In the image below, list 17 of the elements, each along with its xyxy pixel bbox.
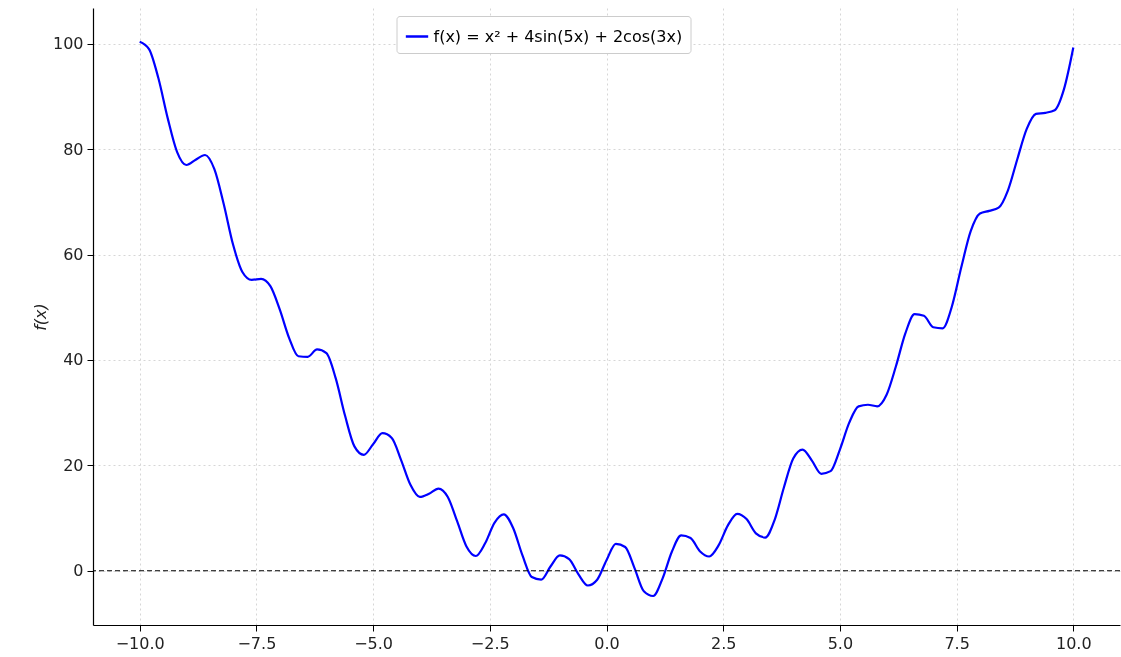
y-axis-title: f(x) (30, 303, 50, 331)
x-tick-label: 5.0 (827, 633, 854, 653)
y-tick-label: 0 (73, 561, 84, 581)
x-tick-label: 2.5 (710, 633, 737, 653)
x-tick-label: −7.5 (237, 633, 277, 653)
y-tick-label: 60 (63, 245, 84, 265)
x-tick-label: −10.0 (115, 633, 165, 653)
x-tick-label: 10.0 (1056, 633, 1092, 653)
legend-label: f(x) = x² + 4sin(5x) + 2cos(3x) (433, 26, 683, 46)
x-tick-label: −5.0 (354, 633, 394, 653)
y-tick-label: 40 (63, 350, 84, 370)
x-tick-label: 0.0 (594, 633, 620, 653)
y-tick-label: 80 (63, 139, 84, 159)
x-tick-label: −2.5 (470, 633, 510, 653)
y-tick-label: 20 (63, 455, 84, 475)
y-tick-label: 100 (52, 34, 84, 54)
x-tick-label: 7.5 (944, 633, 970, 653)
